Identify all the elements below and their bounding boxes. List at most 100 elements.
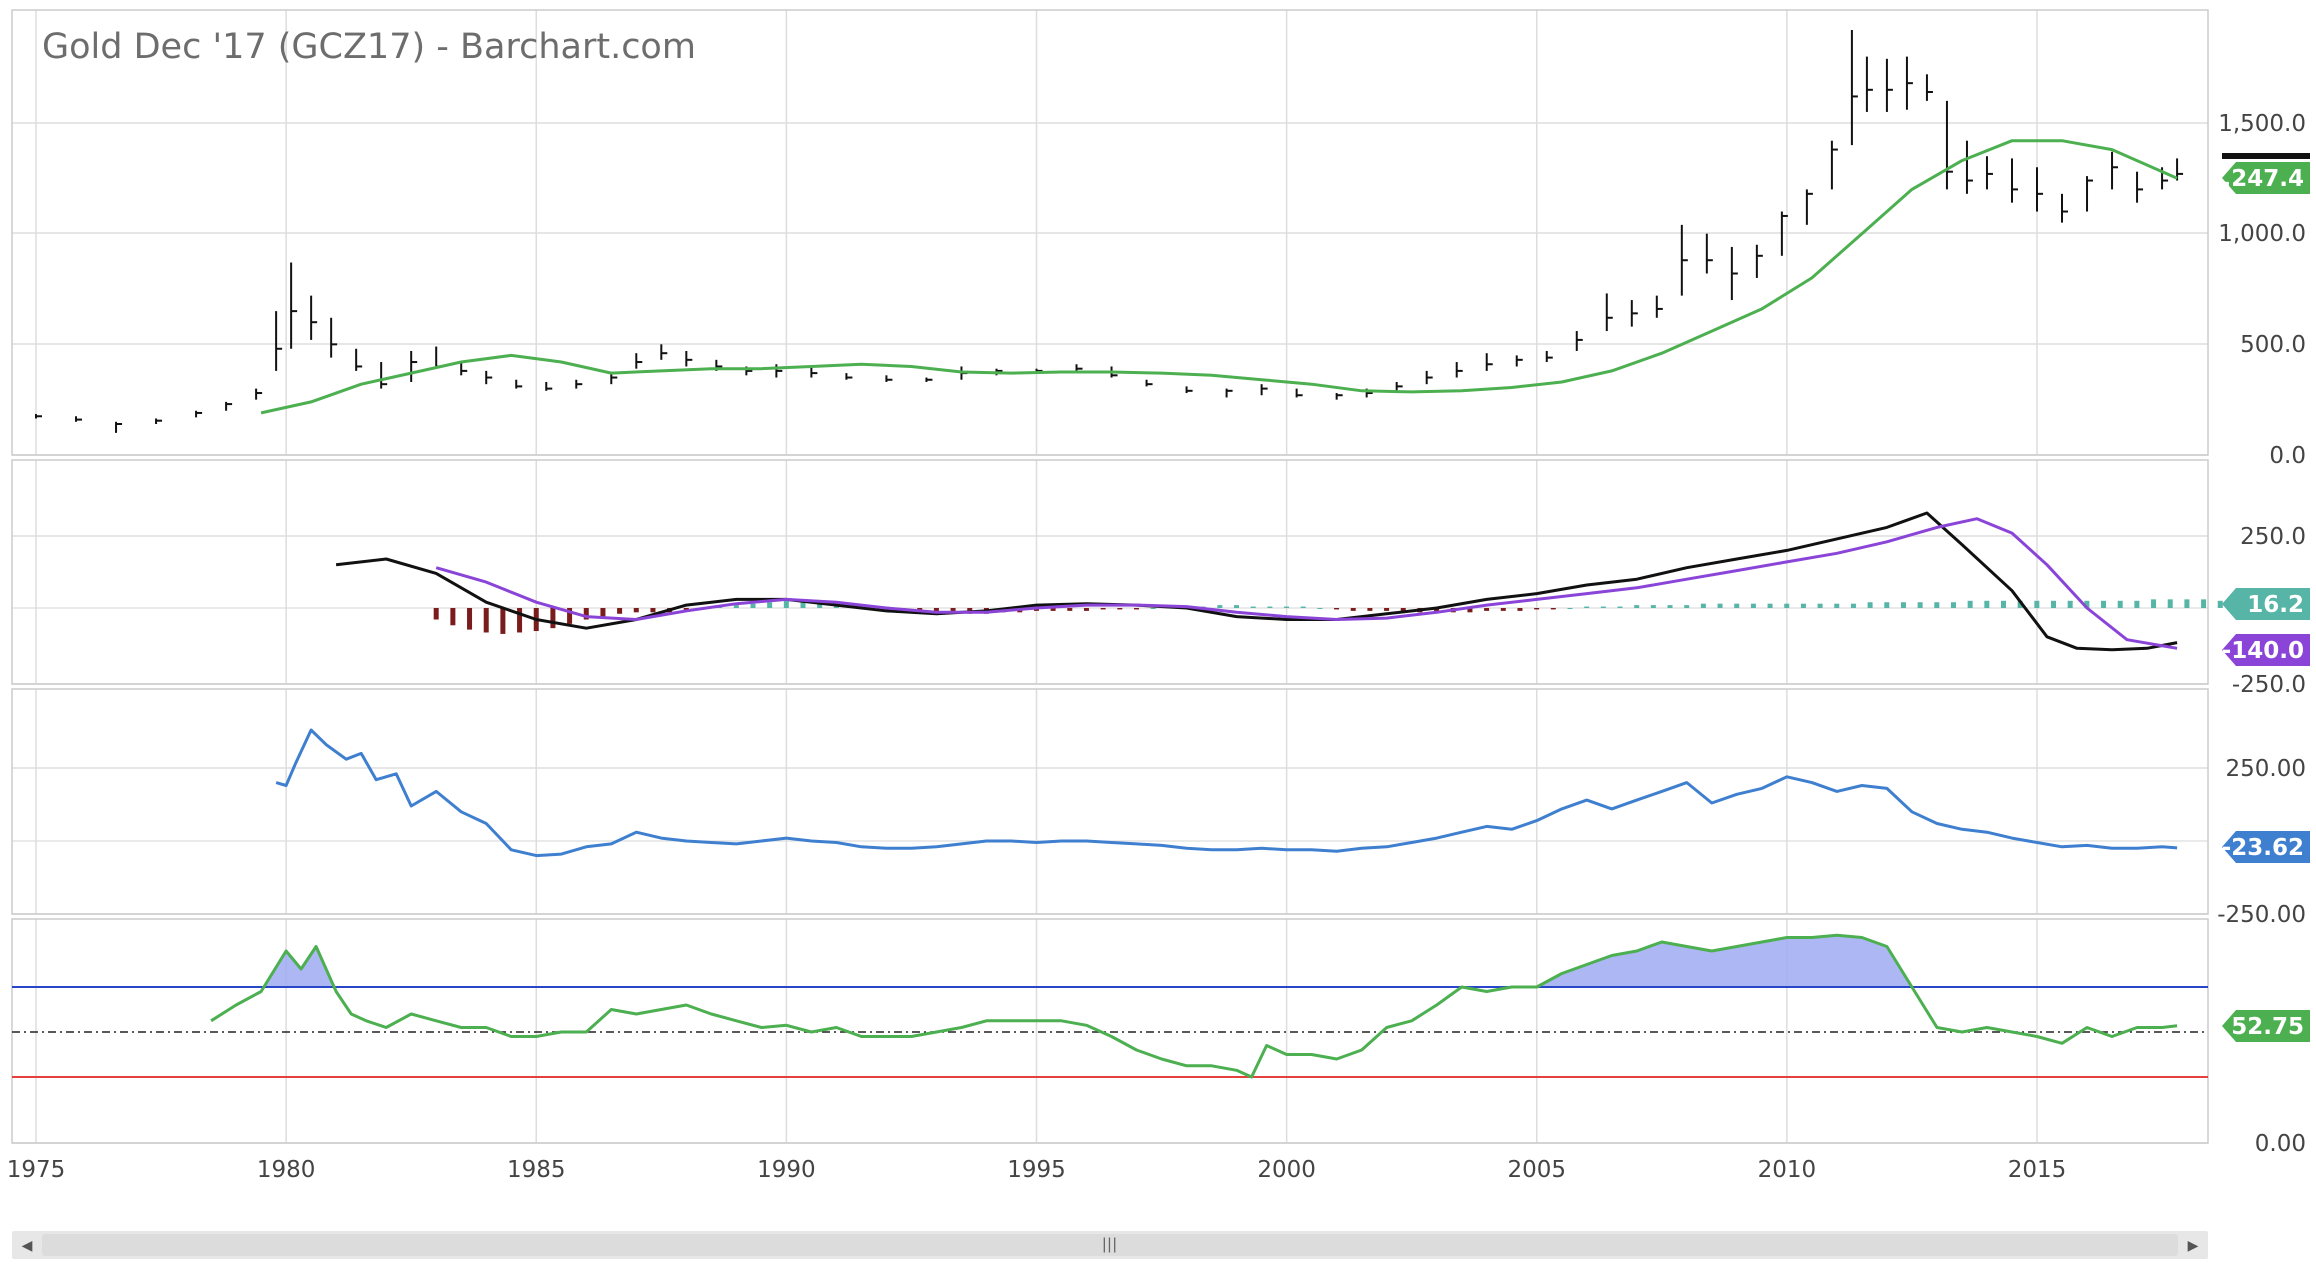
scroll-grip-icon: ||| — [1102, 1236, 1118, 1253]
macd-histogram-bar — [1617, 606, 1623, 608]
panel-frame — [11, 459, 2209, 685]
macd-histogram-bar — [800, 600, 806, 608]
macd-histogram-bar — [433, 608, 439, 620]
macd-histogram-bar — [583, 608, 589, 620]
macd-histogram-bar — [2051, 600, 2057, 608]
macd-histogram-bar — [1100, 608, 1106, 610]
price-moving-average-line — [260, 139, 2178, 415]
macd-histogram-bar — [633, 608, 639, 613]
rsi-levels — [12, 986, 2208, 1078]
macd-histogram-bar — [1734, 603, 1740, 608]
macd-histogram-bar — [1534, 608, 1540, 610]
macd-histogram-bar — [600, 608, 606, 617]
x-tick-label: 2010 — [1758, 1157, 1817, 1183]
y-tick-label: -250.0 — [2232, 672, 2306, 698]
macd-histogram-bar — [1550, 608, 1556, 610]
macd-histogram-bar — [1384, 608, 1390, 611]
rsi-last-badge-text: 52.75 — [2231, 1014, 2304, 1040]
macd-histogram-bar — [2000, 600, 2006, 608]
macd-histogram-bar — [2101, 600, 2107, 608]
macd-histogram-bar — [2134, 600, 2140, 608]
macd-histogram-bar — [500, 608, 506, 634]
macd-histogram-bar — [1584, 606, 1590, 608]
scroll-left-arrow-icon[interactable]: ◀ — [21, 1237, 33, 1253]
x-tick-label: 2000 — [1257, 1157, 1316, 1183]
macd-histogram-bar — [2067, 600, 2073, 608]
macd-histogram-bar — [1650, 605, 1656, 608]
macd-histogram-bar — [1267, 606, 1273, 608]
macd-histogram-bar — [1817, 603, 1823, 608]
macd-histogram-bar — [1234, 605, 1240, 608]
macd-histogram-bar — [2017, 600, 2023, 608]
macd-histogram-bar — [1950, 602, 1956, 608]
y-tick-label: 0.00 — [2255, 1131, 2306, 1157]
panel-frame — [11, 688, 2209, 915]
macd-signal-line — [435, 517, 2178, 650]
macd-histogram-bar — [1717, 603, 1723, 608]
cci-last-badge-shape — [2222, 831, 2310, 863]
macd-histogram-bar — [617, 608, 623, 614]
macd-histogram-bar — [1500, 608, 1506, 611]
macd-histogram-bar — [1350, 608, 1356, 611]
macd-histogram-bar — [767, 602, 773, 608]
y-tick-label: 1,000.0 — [2218, 221, 2306, 247]
macd-histogram-bar — [1884, 602, 1890, 608]
macd-histogram-bar — [2084, 600, 2090, 608]
panel-frames — [11, 9, 2209, 1144]
macd-histogram-bar — [1784, 603, 1790, 608]
rsi-last-badge-shape — [2222, 1010, 2310, 1042]
y-tick-label: 1,500.0 — [2218, 111, 2306, 137]
rsi-line — [210, 933, 2178, 1079]
macd-histogram-bar — [1750, 603, 1756, 608]
macd-histogram-bar — [1300, 606, 1306, 608]
x-tick-label: 2015 — [2008, 1157, 2067, 1183]
macd-histogram-bar — [1850, 603, 1856, 608]
horizontal-scrollbar[interactable]: ◀ ||| ▶ — [12, 1231, 2208, 1259]
x-tick-label: 1985 — [507, 1157, 566, 1183]
macd-histogram-bar — [1284, 606, 1290, 608]
scroll-right-arrow-icon[interactable]: ▶ — [2187, 1237, 2199, 1253]
macd-signal-badge-shape — [2222, 634, 2310, 666]
y-tick-label: 250.00 — [2226, 756, 2306, 782]
macd-histogram-bar — [450, 608, 456, 626]
macd-histogram-bar — [483, 608, 489, 633]
macd-histogram-bar — [1317, 608, 1323, 609]
macd-histogram-bar — [933, 608, 939, 613]
panel-frame — [11, 918, 2209, 1144]
macd-histogram-bar — [1967, 600, 1973, 608]
macd-histogram-bar — [1517, 608, 1523, 611]
macd-histogram-bar — [550, 608, 556, 629]
y-tick-label: 0.0 — [2269, 443, 2306, 469]
macd-histogram-bar — [1434, 608, 1440, 613]
macd-histogram-bar — [2217, 600, 2223, 608]
macd-histogram-bar — [1250, 606, 1256, 608]
macd-histogram-bar — [1984, 600, 1990, 608]
x-tick-label: 2005 — [1507, 1157, 1566, 1183]
macd-histogram-bar — [2184, 599, 2190, 608]
macd-histogram-bar — [1150, 608, 1156, 609]
macd-histogram-bar — [650, 608, 656, 613]
macd-hist-badge-text: 16.2 — [2247, 592, 2304, 618]
chart-title: Gold Dec '17 (GCZ17) - Barchart.com — [42, 27, 696, 67]
price-last-badge-text: 1,247.4 — [2207, 166, 2305, 192]
macd-histogram-bar — [1050, 608, 1056, 611]
price-last-marker — [2222, 153, 2310, 159]
axis-labels: 1975 1980 1985 1990 1995 2000 2005 2010 2015 1,50… — [7, 111, 2306, 1183]
y-tick-label: 500.0 — [2240, 332, 2306, 358]
macd-hist-badge-shape — [2222, 588, 2310, 620]
price-last-badge: 1,247.4 — [2207, 162, 2310, 194]
macd-histogram-bar — [1634, 605, 1640, 608]
macd-histogram-bar — [1800, 603, 1806, 608]
y-tick-label: -250.00 — [2217, 902, 2306, 928]
macd-histogram-bar — [1067, 608, 1073, 611]
x-tick-label: 1980 — [257, 1157, 316, 1183]
macd-histogram-bar — [1400, 608, 1406, 613]
macd-histogram-bar — [1117, 608, 1123, 610]
macd-histogram-bar — [1767, 603, 1773, 608]
macd-histogram-bar — [1834, 603, 1840, 608]
y-tick-label: 250.0 — [2240, 524, 2306, 550]
x-tick-label: 1990 — [757, 1157, 816, 1183]
scroll-thumb[interactable]: ||| — [42, 1234, 2178, 1256]
